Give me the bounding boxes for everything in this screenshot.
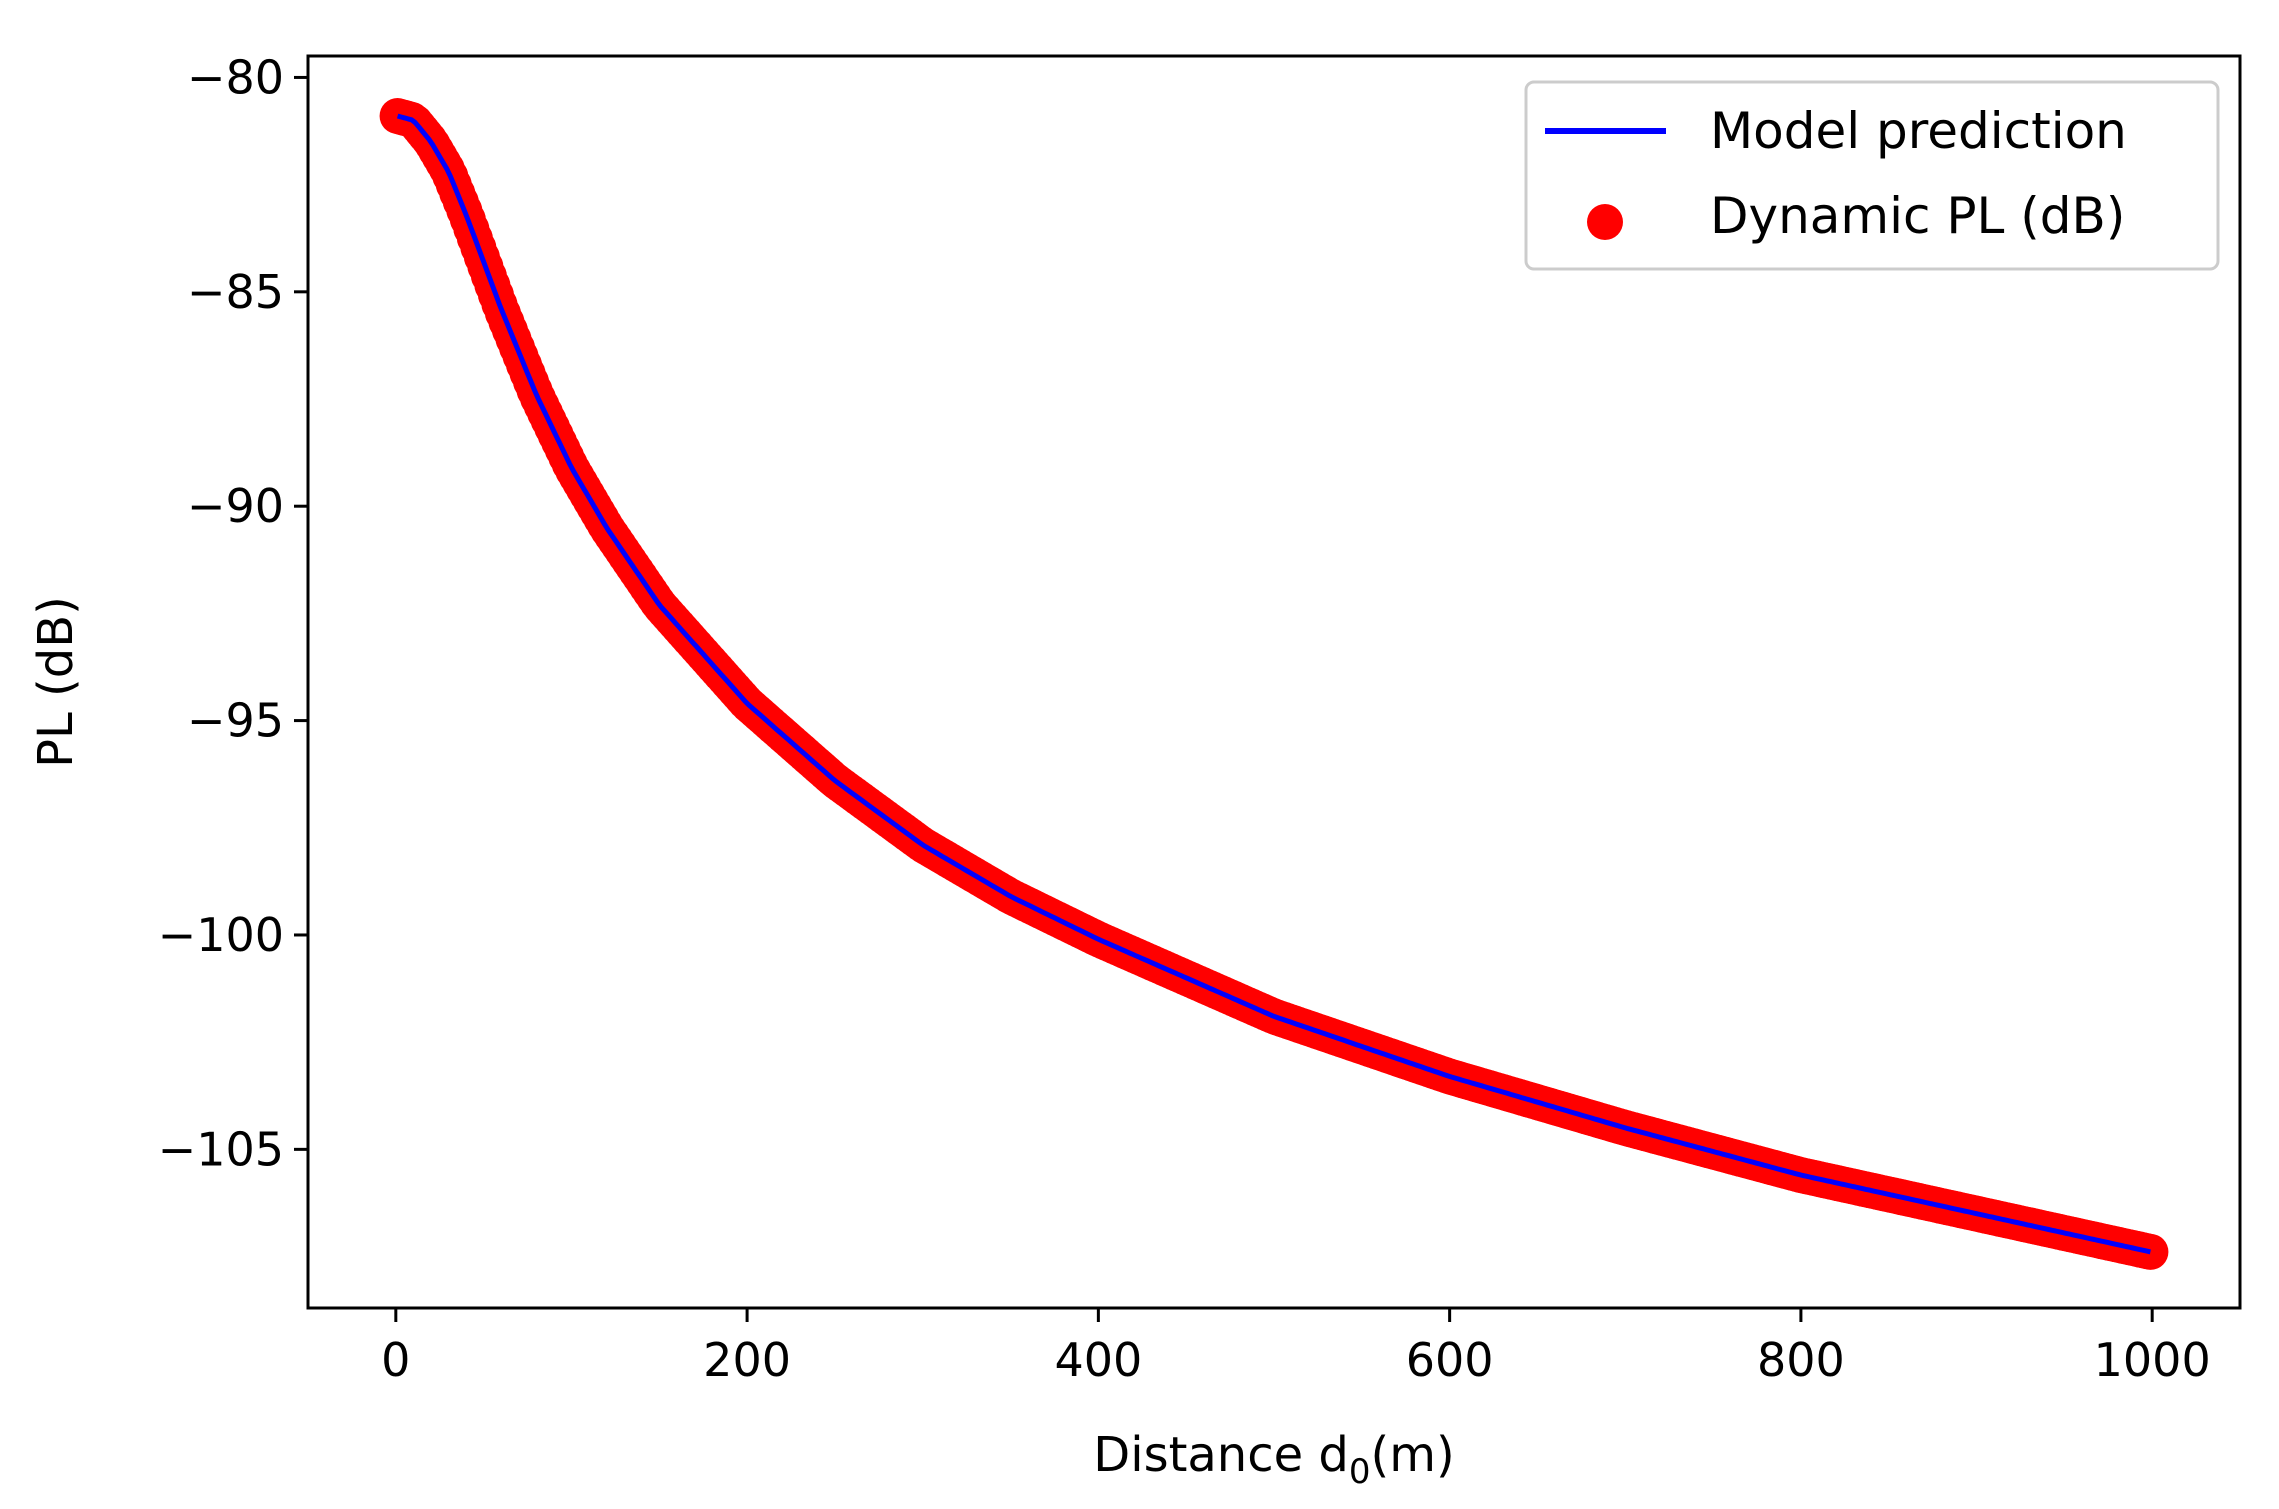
x-tick-label: 800 — [1757, 1333, 1845, 1387]
x-tick-label: 200 — [703, 1333, 791, 1387]
x-axis-label: Distance d0(m) — [1093, 1427, 1454, 1492]
legend-label-dynamic: Dynamic PL (dB) — [1710, 187, 2125, 245]
x-axis: 0 200 400 600 800 1000 — [381, 1308, 2211, 1387]
x-tick-label: 400 — [1054, 1333, 1142, 1387]
y-axis: −80 −85 −90 −95 −100 −105 — [158, 50, 308, 1176]
y-tick-label: −95 — [187, 694, 284, 748]
x-tick-label: 600 — [1406, 1333, 1494, 1387]
plot-area — [379, 98, 2169, 1270]
y-tick-label: −100 — [158, 908, 284, 962]
axes-frame — [306, 54, 2242, 1310]
legend-frame — [1524, 80, 2220, 271]
legend-label-model: Model prediction — [1710, 102, 2127, 160]
y-tick-label: −90 — [187, 479, 284, 533]
y-tick-label: −85 — [187, 265, 284, 319]
x-tick-label: 0 — [381, 1333, 410, 1387]
y-axis-label: PL (dB) — [28, 596, 84, 768]
x-tick-label: 1000 — [2094, 1333, 2211, 1387]
y-tick-label: −105 — [158, 1122, 284, 1176]
legend: Model prediction Dynamic PL (dB) — [1524, 80, 2220, 271]
legend-scatter-marker — [1587, 204, 1623, 240]
scatter-point — [2132, 1233, 2169, 1270]
series-model-prediction-line — [396, 113, 2151, 1255]
y-tick-label: −80 — [187, 50, 284, 104]
